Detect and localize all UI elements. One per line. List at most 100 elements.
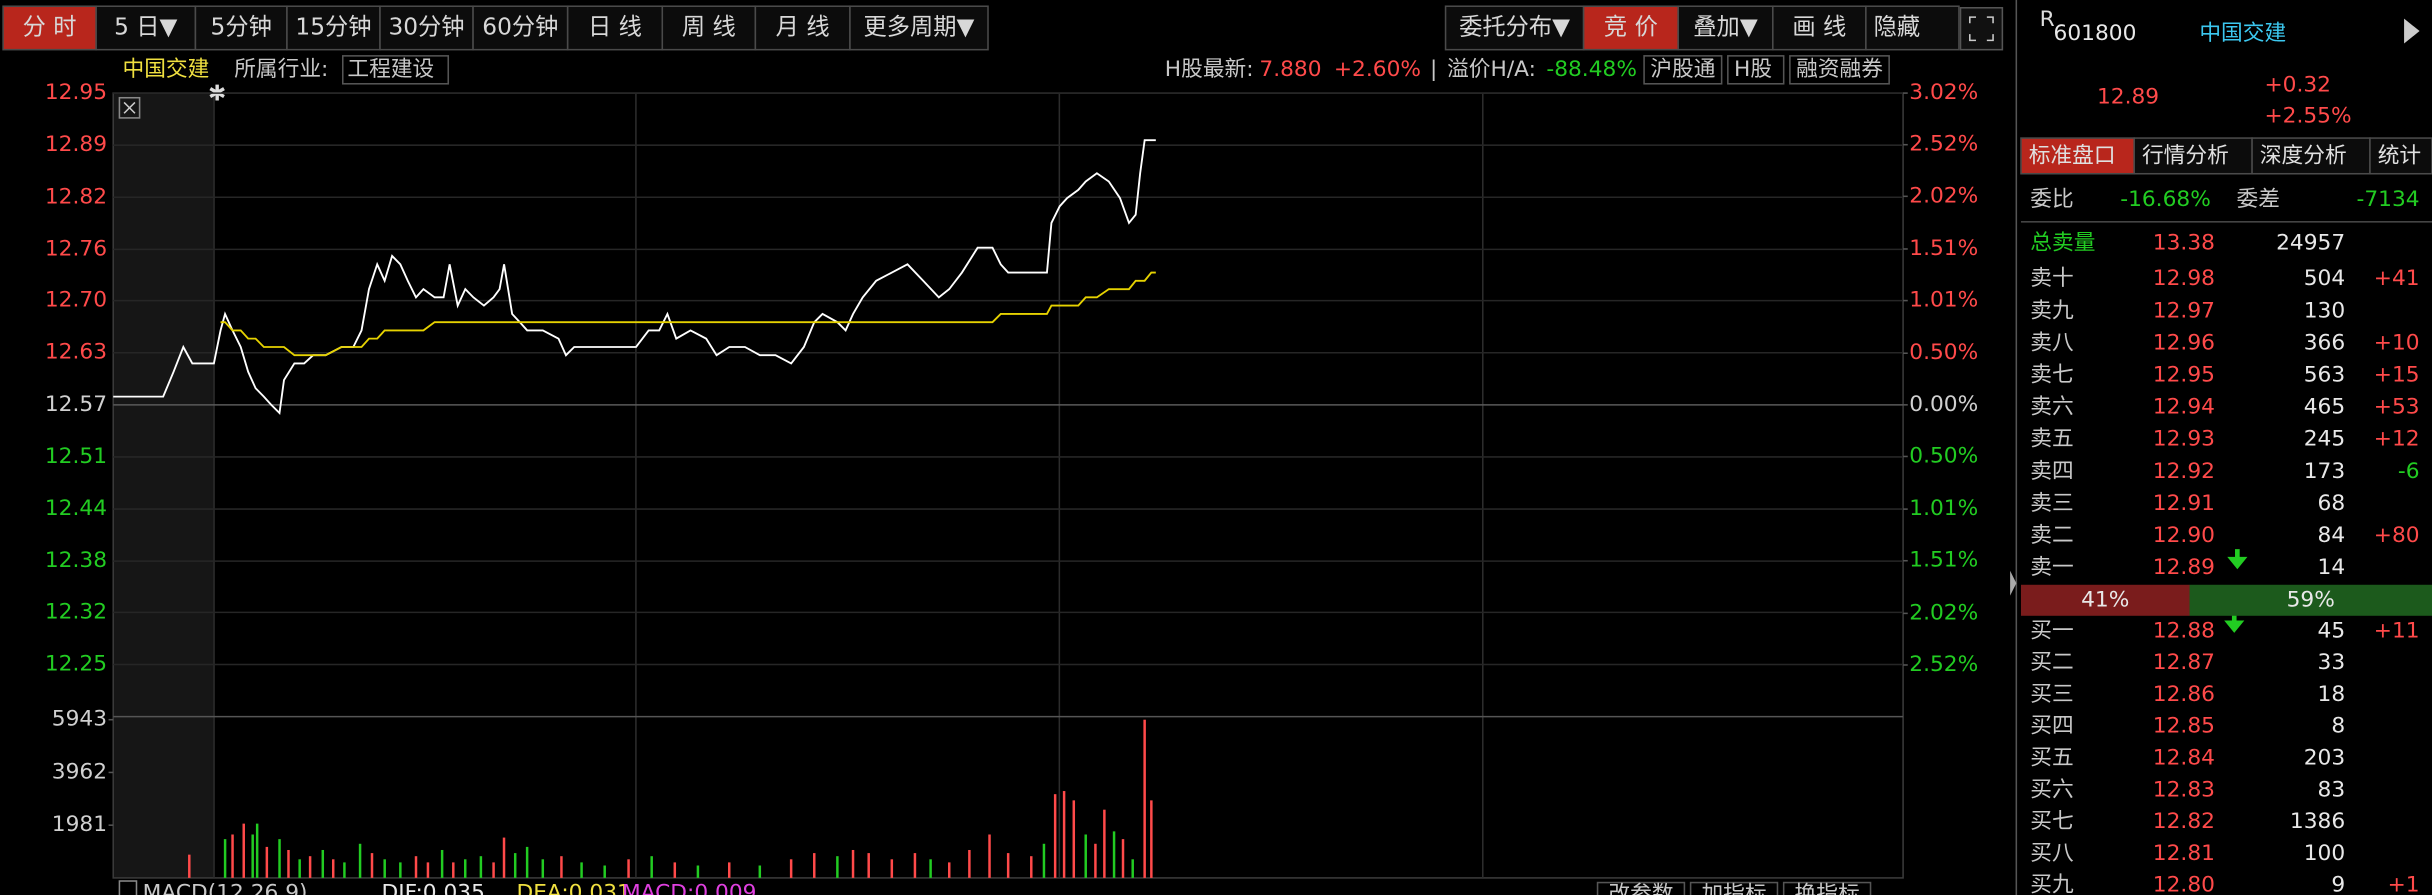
volume-bar — [580, 862, 583, 878]
tag[interactable]: 沪股通 — [1650, 57, 1715, 82]
level-label: 卖四 — [2030, 459, 2073, 484]
level-price: 12.92 — [2153, 459, 2215, 484]
volume-bar — [399, 862, 402, 878]
y2-tick-label: 0.50% — [1909, 443, 1978, 468]
tag-box[interactable] — [1643, 55, 1723, 85]
period-label[interactable]: 更多周期▼ — [864, 13, 975, 40]
close-icon[interactable] — [123, 101, 136, 114]
period-label[interactable]: 周 线 — [682, 13, 736, 40]
industry[interactable]: 工程建设 — [347, 57, 434, 82]
period-button[interactable] — [566, 5, 664, 51]
period-label[interactable]: 5 日▼ — [114, 13, 177, 40]
indicator-button-label[interactable]: 换指标 — [1795, 882, 1860, 895]
h-label: H股最新: — [1165, 57, 1254, 82]
tool-button[interactable] — [1865, 5, 1960, 51]
level-label: 买七 — [2030, 809, 2073, 834]
period-button[interactable] — [849, 5, 989, 51]
level-label: 卖六 — [2030, 395, 2073, 420]
fullscreen-icon[interactable] — [1969, 16, 1994, 42]
tab[interactable] — [2133, 137, 2253, 175]
wb-label: 委比 — [2030, 187, 2073, 212]
period-label[interactable]: 分 时 — [23, 13, 77, 40]
volume-bar — [242, 823, 245, 878]
period-button[interactable] — [95, 5, 197, 51]
down-arrow — [2227, 549, 2248, 570]
period-label[interactable]: 日 线 — [588, 13, 642, 40]
period-button[interactable] — [286, 5, 381, 51]
industry-box[interactable] — [342, 55, 450, 85]
y2-tick-label: 0.50% — [1909, 340, 1978, 365]
period-label[interactable]: 60分钟 — [482, 13, 558, 40]
level-price: 12.91 — [2153, 491, 2215, 516]
y2-tick-label: 2.02% — [1909, 600, 1978, 625]
collapse-tab[interactable] — [2010, 570, 2017, 596]
volume-bar — [278, 839, 281, 878]
tab-label[interactable]: 行情分析 — [2142, 144, 2229, 169]
tab-label[interactable]: 深度分析 — [2260, 144, 2347, 169]
tool-button[interactable] — [1582, 5, 1679, 51]
level-change: +1 — [2388, 873, 2420, 895]
y-tick-label: 12.95 — [45, 80, 107, 105]
y2-tick-label: 2.52% — [1909, 652, 1978, 677]
tool-label[interactable]: 叠加▼ — [1693, 13, 1758, 40]
period-label[interactable]: 15分钟 — [295, 13, 371, 40]
tag[interactable]: 融资融券 — [1796, 57, 1883, 82]
marker-icon: ✱ — [208, 82, 226, 107]
y2-tick-label: 1.01% — [1909, 496, 1978, 521]
y2-tick-label: 2.02% — [1909, 183, 1978, 208]
volume-bar — [541, 859, 545, 878]
dif: DIF:0.035 — [382, 880, 485, 895]
close-box[interactable] — [118, 96, 141, 119]
tag-box[interactable] — [1789, 55, 1890, 85]
indicator-bar: MACD(12,26,9) DIF:0.035 DEA:0.031 MACD:0… — [118, 880, 756, 895]
panel-arrow[interactable] — [2404, 18, 2420, 44]
indicator-box[interactable] — [118, 880, 138, 895]
tag[interactable]: H股 — [1734, 57, 1772, 82]
level-change: +53 — [2374, 395, 2420, 420]
volume-bar — [696, 865, 700, 878]
period-button[interactable] — [194, 5, 288, 51]
volume-bar — [603, 865, 606, 878]
tool-label[interactable]: 委托分布▼ — [1459, 13, 1570, 40]
volume-bar — [727, 862, 731, 878]
volume-bar — [1131, 859, 1134, 878]
code: 601800 — [2054, 21, 2137, 46]
period-label[interactable]: 30分钟 — [388, 13, 464, 40]
dea: DEA:0.031 — [516, 880, 630, 895]
volume-bar — [479, 856, 483, 878]
indicator-button[interactable] — [1596, 881, 1686, 895]
tool-label[interactable]: 画 线 — [1792, 13, 1846, 40]
y-tick-label: 12.89 — [45, 132, 107, 157]
tab[interactable] — [2020, 137, 2135, 175]
period-button[interactable] — [754, 5, 851, 51]
tab-label[interactable]: 标准盘口 — [2029, 144, 2116, 169]
indicator-button-label[interactable]: 加指标 — [1701, 882, 1766, 895]
level-volume: 203 — [2304, 745, 2345, 770]
period-button[interactable] — [661, 5, 757, 51]
tool-label[interactable]: 竞 价 — [1604, 13, 1658, 40]
indicator-button-label[interactable]: 改参数 — [1608, 882, 1673, 895]
tool-button[interactable] — [1444, 5, 1585, 51]
level-label: 卖五 — [2030, 427, 2073, 452]
level-volume: 68 — [2318, 491, 2346, 516]
separator: | — [1430, 57, 1437, 82]
tab-label[interactable]: 统计 — [2378, 144, 2421, 169]
period-label[interactable]: 月 线 — [776, 13, 830, 40]
fullscreen-button[interactable] — [1959, 7, 2004, 51]
wb: -16.68% — [2120, 187, 2211, 212]
period-button[interactable] — [2, 5, 97, 51]
tag-box[interactable] — [1727, 55, 1785, 85]
indicator-button[interactable] — [1782, 881, 1872, 895]
volume-bar — [1143, 719, 1146, 878]
tool-button[interactable] — [1677, 5, 1774, 51]
volume-bar — [929, 859, 932, 878]
period-label[interactable]: 5分钟 — [211, 13, 272, 40]
indicator-button[interactable] — [1689, 881, 1779, 895]
volume-bar — [650, 856, 653, 878]
h-price: 7.880 — [1259, 57, 1321, 82]
tab[interactable] — [2369, 137, 2432, 175]
tool-label[interactable]: 隐藏 — [1874, 13, 1921, 40]
level-label: 买一 — [2030, 618, 2073, 643]
